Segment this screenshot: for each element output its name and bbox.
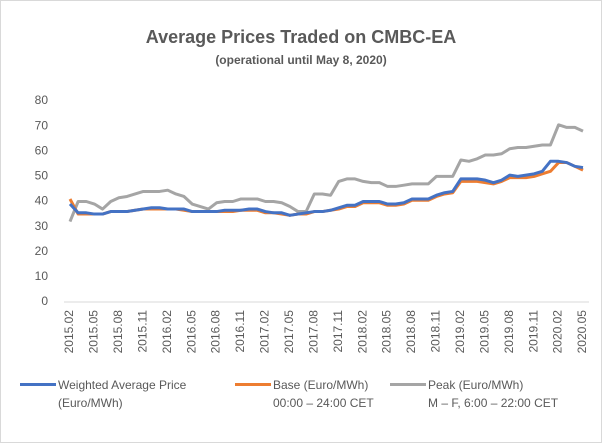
legend-swatch — [20, 383, 56, 386]
x-tick-label: 2017.08 — [306, 310, 320, 354]
x-tick-label: 2020.02 — [551, 310, 565, 354]
x-tick-label: 2016.08 — [209, 310, 223, 354]
y-tick-label: 50 — [35, 169, 49, 183]
x-tick-label: 2015.08 — [111, 310, 125, 354]
x-tick-label: 2018.05 — [380, 310, 394, 354]
y-tick-label: 10 — [35, 269, 49, 283]
x-tick-label: 2015.02 — [62, 310, 76, 354]
y-tick-label: 30 — [35, 219, 49, 233]
legend-label: Base (Euro/MWh) 00:00 – 24:00 CET — [273, 378, 374, 410]
y-tick-label: 40 — [35, 194, 49, 208]
x-tick-label: 2018.11 — [429, 310, 443, 353]
x-tick-label: 2018.08 — [404, 310, 418, 354]
legend-swatch — [235, 383, 271, 386]
legend-swatch — [390, 383, 426, 386]
y-tick-label: 80 — [35, 93, 49, 107]
x-tick-label: 2019.02 — [453, 310, 467, 354]
x-tick-label: 2016.02 — [160, 310, 174, 354]
x-tick-label: 2019.11 — [526, 310, 540, 353]
x-tick-label: 2018.02 — [355, 310, 369, 354]
x-tick-label: 2015.05 — [87, 310, 101, 354]
series-line — [68, 159, 584, 217]
x-tick-label: 2017.05 — [282, 310, 296, 354]
chart-subtitle: (operational until May 8, 2020) — [215, 53, 386, 67]
x-tick-label: 2019.08 — [502, 310, 516, 354]
y-tick-label: 60 — [35, 143, 49, 157]
x-tick-label: 2017.02 — [258, 310, 272, 354]
y-tick-label: 70 — [35, 118, 49, 132]
x-tick-label: 2015.11 — [135, 310, 149, 353]
legend-label: Weighted Average Price (Euro/MWh) — [58, 378, 187, 410]
legend-label: Peak (Euro/MWh) M – F, 6:00 – 22:00 CET — [428, 378, 559, 410]
x-tick-label: 2017.11 — [331, 310, 345, 353]
x-tick-label: 2016.11 — [233, 310, 247, 353]
x-tick-label: 2020.05 — [575, 310, 589, 354]
y-tick-label: 0 — [41, 294, 48, 308]
x-tick-label: 2016.05 — [184, 310, 198, 354]
series-line — [68, 123, 584, 223]
x-tick-label: 2019.05 — [477, 310, 491, 354]
chart-title: Average Prices Traded on CMBC-EA — [146, 27, 456, 47]
y-tick-label: 20 — [35, 244, 49, 258]
